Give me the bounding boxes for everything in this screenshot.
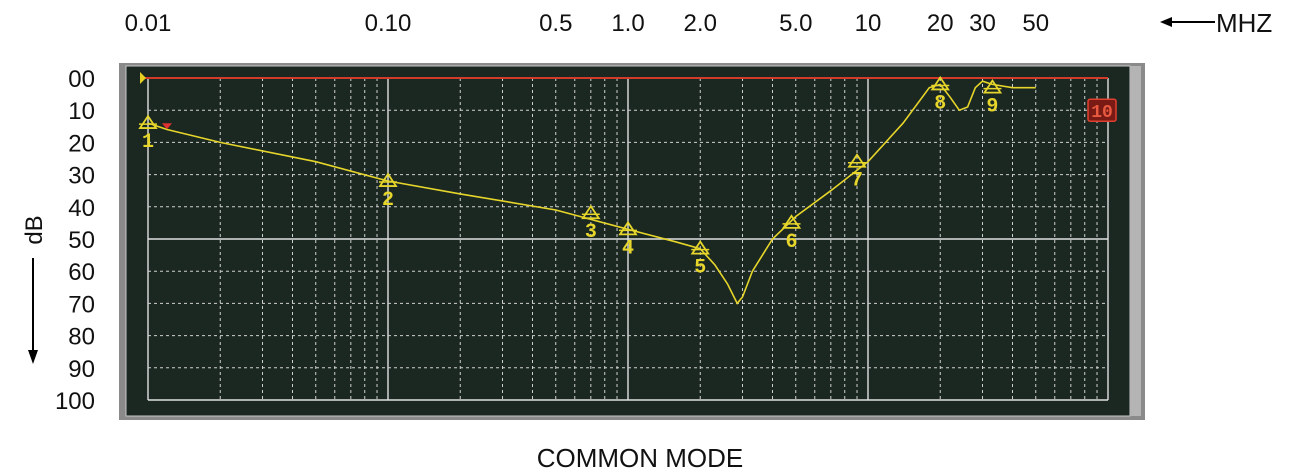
x-tick-label: 10 — [855, 10, 882, 37]
marker-triangle — [378, 172, 398, 187]
y-tick-label: 00 — [68, 66, 95, 93]
y-axis-label: dB — [21, 215, 48, 244]
y-tick-label: 80 — [68, 324, 95, 351]
marker-10-box — [1087, 98, 1117, 122]
marker-label: 7 — [851, 170, 863, 193]
marker-label: 1 — [142, 131, 154, 154]
y-tick-label: 90 — [68, 356, 95, 383]
x-tick-label: 0.5 — [539, 10, 572, 37]
marker-6: 6 — [781, 214, 802, 254]
marker-label: 6 — [785, 231, 797, 254]
marker-label: 8 — [934, 92, 946, 115]
marker-triangle — [690, 240, 710, 255]
marker-label: 5 — [694, 257, 706, 280]
marker-label: 9 — [986, 96, 998, 119]
mhz-unit-indicator: MHZ — [1160, 8, 1272, 38]
series-line-1 — [147, 80, 1036, 305]
y-tick-label: 10 — [68, 98, 95, 125]
cursor-marker — [162, 123, 173, 130]
marker-label: 4 — [622, 237, 634, 260]
x-tick-label: 30 — [969, 10, 996, 37]
y-tick-labels: 00 10 20 30 40 50 60 70 80 90 100 — [55, 66, 95, 415]
marker-5: 5 — [690, 240, 710, 280]
x-unit-label: MHZ — [1216, 8, 1272, 38]
marker-label: 3 — [585, 221, 597, 244]
marker-label: 2 — [382, 189, 394, 212]
y-tick-label: 40 — [68, 195, 95, 222]
marker-triangle — [618, 220, 638, 236]
marker-triangle — [581, 204, 601, 220]
mhz-arrow-head — [1160, 17, 1172, 27]
marker-triangle — [847, 153, 867, 168]
x-tick-label: 1.0 — [611, 10, 644, 37]
marker-1: 1 — [138, 114, 158, 154]
y-tick-label: 70 — [68, 291, 95, 318]
db-arrow-head — [28, 350, 38, 364]
x-tick-labels: 0.01 0.10 0.5 1.0 2.0 5.0 10 20 30 50 — [125, 10, 1049, 37]
chart-title: COMMON MODE — [537, 443, 744, 471]
marker-10: 10 — [1087, 98, 1117, 123]
y-tick-label: 60 — [68, 259, 95, 286]
marker-triangle — [930, 75, 950, 91]
x-tick-label: 5.0 — [779, 10, 812, 37]
data-trace — [147, 80, 1036, 305]
y-tick-label: 20 — [68, 130, 95, 157]
marker-9: 9 — [982, 79, 1003, 119]
y-tick-label: 50 — [68, 227, 95, 254]
marker-3: 3 — [581, 204, 601, 244]
markers: 1 2 3 4 5 6 7 8 9 10 — [138, 75, 1117, 280]
marker-triangle — [781, 214, 802, 229]
y-tick-label: 30 — [68, 163, 95, 190]
marker-7: 7 — [847, 153, 867, 193]
screen-right-edge — [1130, 66, 1141, 416]
marker-triangle — [138, 114, 158, 129]
marker-4: 4 — [618, 220, 638, 260]
reference-start-marker — [140, 72, 146, 84]
marker-label: 10 — [1091, 103, 1113, 123]
x-tick-label: 2.0 — [684, 10, 717, 37]
y-tick-label: 100 — [55, 388, 95, 415]
marker-2: 2 — [378, 172, 398, 212]
marker-8: 8 — [930, 75, 950, 115]
x-tick-label: 50 — [1022, 10, 1049, 37]
reference-line — [140, 72, 1108, 84]
x-tick-label: 20 — [927, 10, 954, 37]
marker-triangle — [982, 79, 1003, 94]
plot-grid — [147, 78, 1109, 401]
db-axis-indicator: dB — [21, 215, 48, 364]
x-tick-label: 0.10 — [365, 10, 412, 37]
x-tick-label: 0.01 — [125, 10, 172, 37]
